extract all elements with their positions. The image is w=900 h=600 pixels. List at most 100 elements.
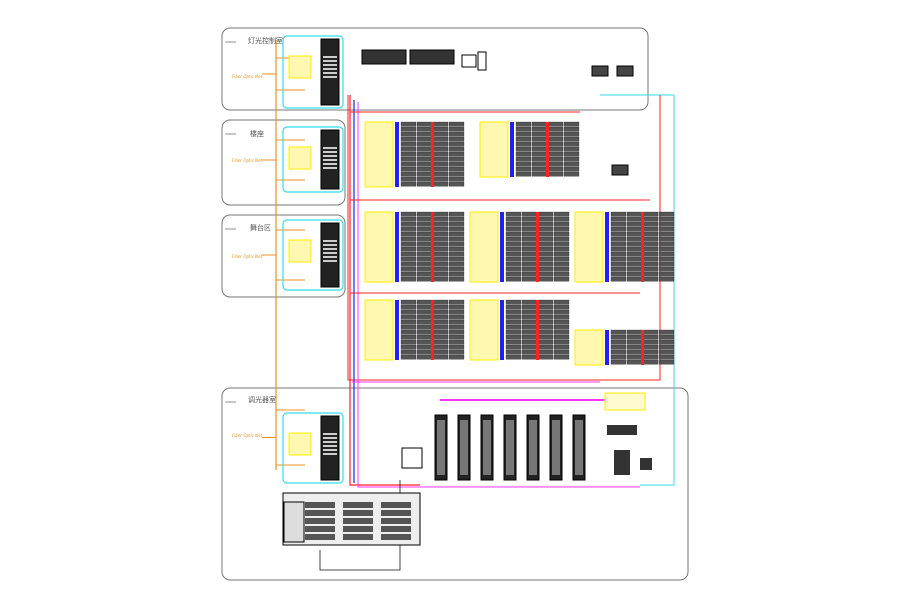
patch-panel-cell [563,171,580,177]
rack-unit [323,76,337,78]
patch-panel-cell [642,339,659,345]
red-bus [536,212,539,282]
node-enclosure [282,35,344,109]
patch-panel-cell [537,299,554,305]
patch-panel-cell [531,126,548,132]
patch-panel-cell [505,211,522,217]
patch-panel-cell [400,231,417,237]
patch-panel-cell [400,171,417,177]
patch-panel-cell [553,261,570,267]
patch-panel-cell [563,136,580,142]
patch-panel-cell [416,216,433,222]
patch-panel-cell [400,319,417,325]
patch-panel-cell [563,131,580,137]
patch-panel-cell [416,314,433,320]
room-border [221,214,346,298]
red-bus [546,122,549,177]
patch-panel-cell [626,354,643,360]
patch-panel-cell [531,131,548,137]
patch-panel-cell [505,271,522,277]
patch-panel-cell [505,349,522,355]
rack-unit [323,159,337,161]
patch-panel-cell [658,349,675,355]
patch-panel-cell [626,276,643,282]
patch-panel-cell [642,236,659,242]
patch-panel-cell [416,344,433,350]
breaker [305,526,335,532]
patch-panel-cell [505,226,522,232]
patch-panel-cell [432,121,449,127]
patch-panel-cell [553,216,570,222]
fiber-label-3: Fiber Optic Net [232,254,263,259]
patch-panel-cell [432,216,449,222]
patch-panel-cell [537,354,554,360]
red-bus [431,212,434,282]
rack-unit [323,437,337,439]
patch-panel-cell [432,276,449,282]
blue-bus [510,122,514,177]
patch-panel-cell [642,256,659,262]
patch-panel-cell [626,344,643,350]
patch-panel-cell [537,231,554,237]
patch-panel-cell [416,246,433,252]
patch-panel-cell [505,221,522,227]
patch-panel-cell [658,231,675,237]
patch-panel-cell [521,354,538,360]
patch-panel-cell [400,181,417,187]
patch-panel-cell [448,236,465,242]
patch-panel-cell [448,256,465,262]
patch-panel-cell [537,319,554,325]
lighting-console [361,49,407,65]
rack-unit [323,155,337,157]
patch-panel-cell [432,314,449,320]
patch-panel-cell [521,299,538,305]
patch-panel-cell [658,241,675,247]
patch-panel-cell [432,266,449,272]
patch-panel-cell [658,271,675,277]
patch-panel-cell [448,161,465,167]
patch-panel-cell [505,276,522,282]
fiber-label-4: Fiber Optic Net [232,433,263,438]
patch-panel-cell [432,354,449,360]
blue-bus [395,122,399,187]
patch-panel-cell [432,226,449,232]
red-bus [431,300,434,360]
patch-panel-cell [563,121,580,127]
breaker [381,534,411,540]
patch-panel-cell [626,334,643,340]
patch-panel-cell [448,171,465,177]
patch-panel-cell [610,256,627,262]
patch-panel-cell [448,131,465,137]
node-enclosure [282,219,344,291]
patch-panel-cell [521,221,538,227]
patch-panel-cell [553,266,570,272]
patch-panel-cell [448,314,465,320]
patch-panel-cell [563,161,580,167]
rack-unit [323,244,337,246]
patch-panel-cell [416,251,433,257]
rack-unit [323,163,337,165]
patch-panel-cell [642,216,659,222]
patch-panel-cell [537,329,554,335]
patch-panel-cell [610,344,627,350]
patch-panel-cell [416,226,433,232]
red-bus [641,330,644,365]
patch-panel-cell [547,156,564,162]
patch-panel-cell [626,236,643,242]
patch-panel-cell [400,151,417,157]
patch-panel-cell [626,216,643,222]
patch-panel-cell [400,146,417,152]
patch-panel-cell [448,156,465,162]
patch-panel-cell [563,151,580,157]
patch-panel-cell [537,349,554,355]
rack-unit [323,147,337,149]
patch-panel-cell [448,266,465,272]
patch-panel-cell [400,121,417,127]
patch-panel-cell [521,246,538,252]
patch-panel-cell [658,344,675,350]
patch-panel-cell [553,256,570,262]
patch-panel-cell [432,324,449,330]
patch-panel-cell [563,126,580,132]
blue-bus [605,330,609,365]
node-info-panel [288,146,312,170]
